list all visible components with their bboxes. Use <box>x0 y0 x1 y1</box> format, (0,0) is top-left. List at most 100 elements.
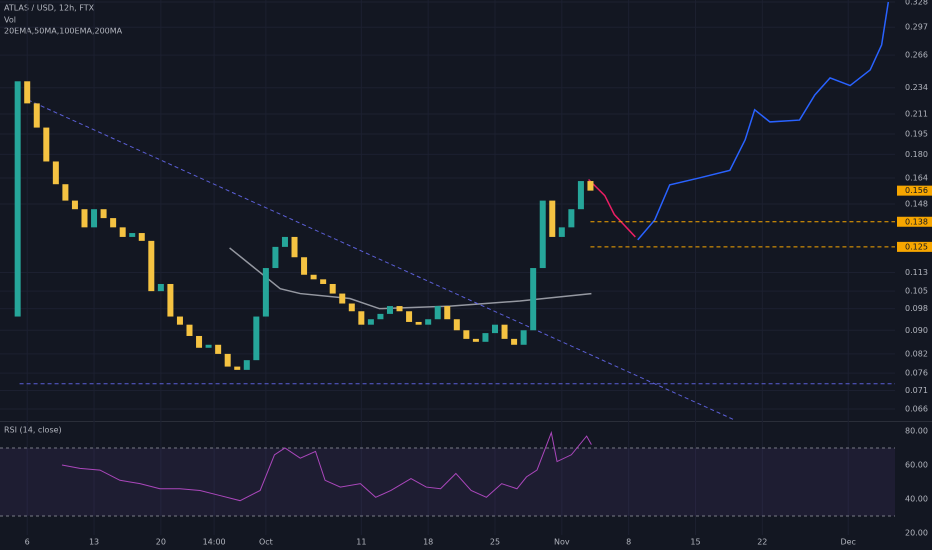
dashed-line <box>27 99 735 420</box>
y-tick-label: 0.180 <box>905 150 928 159</box>
x-tick-label: 20 <box>156 538 166 547</box>
candle <box>453 319 460 331</box>
x-tick-label: Dec <box>840 538 855 547</box>
candle <box>444 306 451 320</box>
candle <box>110 218 117 228</box>
candle <box>157 283 164 292</box>
candle <box>511 338 518 345</box>
rsi-title: RSI (14, close) <box>4 426 62 435</box>
candle <box>100 209 107 219</box>
candle <box>215 344 222 354</box>
candle <box>520 330 527 345</box>
y-tick-label: 40.00 <box>905 494 928 503</box>
price-tag <box>897 216 932 227</box>
candle <box>587 181 594 191</box>
indicator-line <box>588 178 636 238</box>
candle <box>358 311 365 325</box>
candle <box>138 233 145 241</box>
x-tick-label: 8 <box>626 538 631 547</box>
candle <box>568 209 575 228</box>
candle <box>205 344 212 348</box>
candle <box>62 184 69 201</box>
candle <box>91 209 98 228</box>
candle <box>425 319 432 325</box>
y-tick-label: 0.098 <box>905 304 928 313</box>
candle <box>176 316 183 325</box>
candle <box>52 161 59 185</box>
candle <box>501 324 508 339</box>
candle <box>281 236 288 247</box>
y-tick-label: 80.00 <box>905 426 928 435</box>
y-tick-label: 0.105 <box>905 287 928 296</box>
candle <box>415 321 422 325</box>
candle <box>71 200 78 210</box>
y-tick-label: 0.266 <box>905 51 928 60</box>
candle <box>530 268 537 331</box>
indicator-line <box>637 1 890 241</box>
candle <box>320 279 327 284</box>
chart-title: ATLAS / USD, 12h, FTX <box>4 4 95 13</box>
candle <box>377 313 384 320</box>
y-tick-label: 0.066 <box>905 404 928 413</box>
candle <box>348 303 355 312</box>
candle <box>434 306 441 320</box>
y-tick-label: 0.071 <box>905 386 928 395</box>
x-tick-label: 22 <box>757 538 767 547</box>
y-tick-label: 0.082 <box>905 349 928 358</box>
candle <box>33 103 40 128</box>
candle <box>14 81 21 317</box>
price-pane <box>14 1 895 420</box>
y-tick-label: 0.076 <box>905 369 928 378</box>
y-tick-label: 60.00 <box>905 460 928 469</box>
price-tag-label: 0.125 <box>905 242 928 251</box>
candle <box>472 338 479 342</box>
candle <box>167 283 174 317</box>
candle <box>272 246 279 269</box>
x-tick-label: 13 <box>89 538 99 547</box>
y-tick-label: 0.164 <box>905 173 928 182</box>
price-tag-label: 0.156 <box>905 186 928 195</box>
x-tick-label: Nov <box>554 538 570 547</box>
y-tick-label: 0.195 <box>905 130 928 139</box>
candle <box>253 316 260 361</box>
candle <box>224 353 231 367</box>
candle <box>463 330 470 339</box>
candle <box>491 324 498 334</box>
y-tick-label: 0.090 <box>905 326 928 335</box>
candle <box>301 257 308 275</box>
indicator-label: Vol <box>4 16 16 25</box>
candle <box>310 274 317 280</box>
x-tick-label: 6 <box>25 538 30 547</box>
candle <box>577 181 584 210</box>
candle <box>339 293 346 304</box>
indicator-label: 20EMA,50MA,100EMA,200MA <box>4 27 123 36</box>
candle <box>386 306 393 314</box>
candle <box>539 200 546 269</box>
y-tick-label: 0.148 <box>905 200 928 209</box>
candle <box>186 324 193 336</box>
x-tick-label: 15 <box>690 538 700 547</box>
candle <box>243 360 250 370</box>
rsi-line <box>61 430 592 502</box>
price-tag <box>897 185 932 196</box>
y-tick-label: 0.211 <box>905 109 928 118</box>
candle <box>262 268 269 317</box>
y-tick-label: 0.297 <box>905 23 928 32</box>
candle <box>367 319 374 325</box>
candle <box>148 240 155 292</box>
y-tick-label: 0.234 <box>905 83 928 92</box>
candle <box>43 127 50 162</box>
candle <box>549 200 556 237</box>
x-tick-label: 14:00 <box>203 538 226 547</box>
price-tag <box>897 241 932 252</box>
candle <box>482 333 489 342</box>
candle <box>81 209 88 228</box>
x-tick-label: Oct <box>259 538 273 547</box>
x-tick-label: 18 <box>423 538 433 547</box>
candle <box>129 233 136 237</box>
price-tag-label: 0.138 <box>905 217 928 226</box>
y-tick-label: 20.00 <box>905 528 928 537</box>
y-tick-label: 0.328 <box>905 0 928 7</box>
